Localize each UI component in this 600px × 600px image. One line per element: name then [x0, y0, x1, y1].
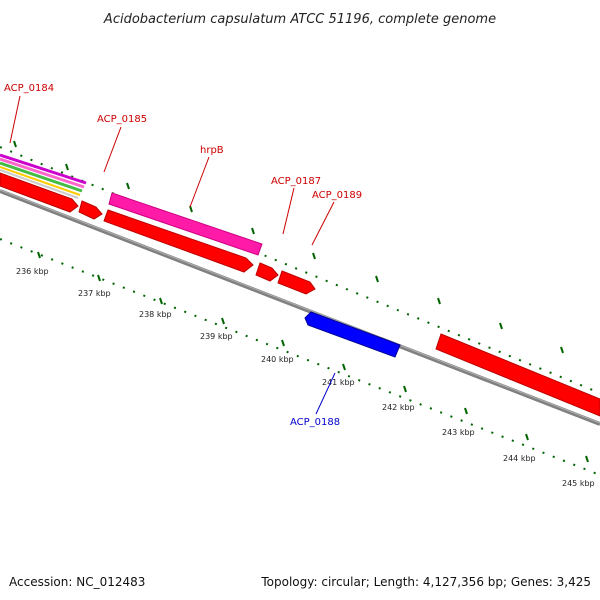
- gene-label[interactable]: hrpB: [200, 145, 224, 156]
- major-tick: [97, 274, 101, 282]
- genome-backbone: [0, 189, 600, 426]
- major-tick: [159, 297, 163, 305]
- gene-forward-right[interactable]: [435, 333, 600, 417]
- major-tick: [437, 297, 441, 305]
- gene-label[interactable]: ACP_0187: [271, 176, 321, 187]
- major-tick: [251, 227, 255, 235]
- major-tick: [585, 455, 589, 463]
- map-title: Acidobacterium capsulatum ATCC 51196, co…: [103, 12, 496, 27]
- kbp-label: 237 kbp: [78, 289, 111, 298]
- major-tick: [403, 385, 407, 393]
- major-tick: [126, 182, 130, 190]
- major-tick: [375, 275, 379, 283]
- gene-hrpB[interactable]: [108, 192, 263, 256]
- gene-ACP-0185[interactable]: [78, 200, 103, 220]
- accession-text: Accession: NC_012483: [9, 575, 145, 589]
- gene-label[interactable]: ACP_0184: [4, 83, 54, 94]
- gene-ACP-0188[interactable]: [304, 311, 401, 358]
- label-leaders: [9, 95, 336, 415]
- gene-label[interactable]: ACP_0189: [312, 190, 362, 201]
- gene-label[interactable]: ACP_0185: [97, 114, 147, 125]
- kbp-label: 243 kbp: [442, 428, 475, 437]
- inner-scale-ring: [0, 238, 600, 476]
- major-tick: [499, 322, 503, 330]
- kbp-label: 236 kbp: [16, 267, 49, 276]
- kbp-label: 244 kbp: [503, 454, 536, 463]
- outer-scale-ring: [0, 140, 600, 394]
- kbp-label: 241 kbp: [322, 378, 355, 387]
- gene-ACP-0186[interactable]: [103, 209, 254, 273]
- major-tick: [312, 252, 316, 260]
- feature-stripes: [0, 153, 87, 199]
- major-tick: [342, 363, 346, 371]
- kbp-label: 238 kbp: [139, 310, 172, 319]
- kbp-label: 242 kbp: [382, 403, 415, 412]
- gene-label[interactable]: ACP_0188: [290, 417, 340, 428]
- major-tick: [281, 339, 285, 347]
- kbp-label: 240 kbp: [261, 355, 294, 364]
- gene-ACP-0189[interactable]: [277, 270, 316, 295]
- major-tick: [464, 407, 468, 415]
- major-tick: [65, 163, 69, 171]
- kbp-labels: 236 kbp 237 kbp 238 kbp 239 kbp 240 kbp …: [16, 267, 595, 488]
- genome-summary-text: Topology: circular; Length: 4,127,356 bp…: [260, 575, 591, 589]
- major-tick: [221, 317, 225, 325]
- gene-ACP-0187[interactable]: [255, 262, 279, 282]
- major-tick: [560, 346, 564, 354]
- gene-labels: ACP_0184 ACP_0185 hrpB ACP_0187 ACP_0189…: [4, 83, 362, 428]
- major-tick: [13, 140, 17, 148]
- major-tick: [525, 433, 529, 441]
- kbp-label: 239 kbp: [200, 332, 233, 341]
- gene-ACP-0184[interactable]: [0, 172, 79, 213]
- major-tick: [37, 251, 41, 259]
- forward-genes: [0, 172, 600, 417]
- kbp-label: 245 kbp: [562, 479, 595, 488]
